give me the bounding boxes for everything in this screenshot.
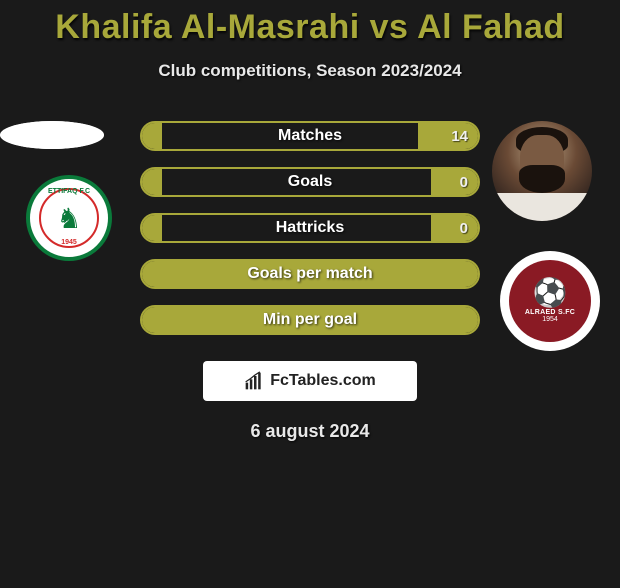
player1-club-badge: ETTIFAQ F.C ♞ 1945 [26, 175, 112, 261]
ball-icon: ⚽ [533, 279, 568, 307]
club1-text-bottom: 1945 [41, 239, 97, 246]
bar-row: 0Hattricks [140, 213, 480, 243]
player2-beard [519, 165, 565, 193]
club2-inner: ⚽ ALRAED S.FC 1954 [509, 260, 591, 342]
page-title: Khalifa Al-Masrahi vs Al Fahad [0, 8, 620, 47]
subtitle: Club competitions, Season 2023/2024 [0, 61, 620, 81]
player2-shirt [492, 193, 592, 221]
club2-text: ALRAED S.FC [525, 309, 575, 316]
player2-avatar [492, 121, 592, 221]
comparison-area: ETTIFAQ F.C ♞ 1945 14Matches 0Goals 0Hattr… [0, 121, 620, 351]
bar-row: Min per goal [140, 305, 480, 335]
comparison-bars: 14Matches 0Goals 0Hattricks Goals per match… [140, 121, 480, 351]
bar-row: Goals per match [140, 259, 480, 289]
player2-club-badge: ⚽ ALRAED S.FC 1954 [500, 251, 600, 351]
bar-label: Hattricks [142, 215, 478, 241]
date: 6 august 2024 [0, 421, 620, 442]
bar-row: 0Goals [140, 167, 480, 197]
club1-text-top: ETTIFAQ F.C [41, 188, 97, 195]
bar-label: Matches [142, 123, 478, 149]
bar-label: Goals [142, 169, 478, 195]
bar-label: Goals per match [142, 261, 478, 287]
bar-row: 14Matches [140, 121, 480, 151]
bar-label: Min per goal [142, 307, 478, 333]
chart-icon [244, 371, 264, 391]
club2-year: 1954 [542, 316, 558, 323]
player1-avatar [0, 121, 104, 149]
watermark: FcTables.com [203, 361, 417, 401]
watermark-text: FcTables.com [270, 372, 376, 390]
horse-icon: ♞ [56, 202, 81, 235]
club1-inner: ETTIFAQ F.C ♞ 1945 [39, 188, 99, 248]
